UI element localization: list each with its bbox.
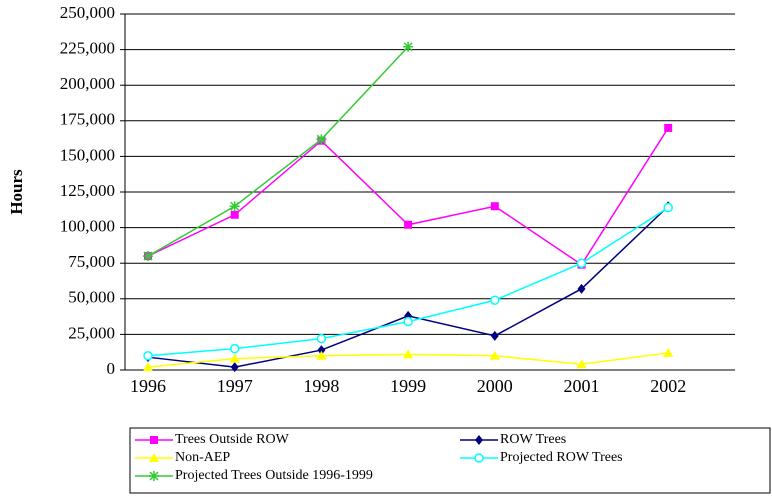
marker — [403, 316, 413, 327]
marker — [403, 349, 414, 359]
y-tick-label: 225,000 — [60, 39, 115, 58]
marker — [576, 359, 587, 369]
marker — [316, 134, 327, 145]
y-tick-label: 250,000 — [60, 3, 115, 22]
marker — [229, 343, 240, 354]
marker — [475, 435, 483, 445]
marker — [490, 295, 500, 305]
y-tick-label: 125,000 — [60, 181, 115, 200]
legend-label: Non-AEP — [175, 450, 230, 465]
marker — [316, 333, 327, 344]
marker — [403, 41, 414, 52]
series-line — [147, 205, 669, 368]
marker — [663, 347, 674, 357]
marker — [474, 453, 484, 463]
marker — [149, 471, 159, 481]
marker — [150, 436, 158, 444]
marker — [143, 362, 153, 372]
y-tick-label: 150,000 — [60, 145, 115, 164]
x-tick-label: 2000 — [477, 376, 513, 396]
marker — [317, 345, 326, 356]
legend-label: Projected Trees Outside 1996-1999 — [175, 468, 373, 483]
series-line — [147, 127, 669, 266]
x-tick-label: 1999 — [390, 376, 426, 396]
legend-box — [129, 427, 771, 494]
x-tick-label: 1996 — [130, 376, 166, 396]
marker — [230, 362, 239, 373]
marker — [316, 350, 327, 360]
marker — [489, 350, 500, 360]
x-tick-label: 1997 — [217, 376, 253, 396]
y-tick-label: 75,000 — [68, 252, 115, 271]
x-tick-label: 2001 — [564, 376, 600, 396]
marker — [577, 283, 586, 294]
y-tick-label: 0 — [107, 359, 116, 378]
y-tick-label: 200,000 — [60, 74, 115, 93]
marker — [143, 251, 153, 262]
marker — [490, 202, 499, 211]
marker — [576, 258, 587, 268]
y-tick-label: 25,000 — [68, 323, 115, 342]
marker — [143, 351, 153, 361]
marker — [229, 353, 240, 363]
x-tick-label: 2002 — [650, 376, 686, 396]
x-tick-label: 1998 — [303, 376, 339, 396]
y-tick-label: 100,000 — [60, 217, 115, 236]
marker — [404, 220, 413, 229]
legend-label: ROW Trees — [500, 432, 566, 447]
y-axis-label: Hours — [7, 169, 26, 215]
legend-label: Trees Outside ROW — [175, 432, 290, 447]
marker — [490, 330, 499, 341]
legend-label: Projected ROW Trees — [500, 450, 623, 465]
marker — [664, 123, 673, 132]
marker — [230, 210, 239, 219]
y-tick-label: 50,000 — [68, 288, 115, 307]
marker — [149, 453, 159, 462]
marker — [663, 202, 673, 213]
marker — [229, 201, 240, 212]
series-line — [147, 207, 669, 357]
series-line — [147, 46, 409, 257]
y-tick-label: 175,000 — [60, 110, 115, 129]
